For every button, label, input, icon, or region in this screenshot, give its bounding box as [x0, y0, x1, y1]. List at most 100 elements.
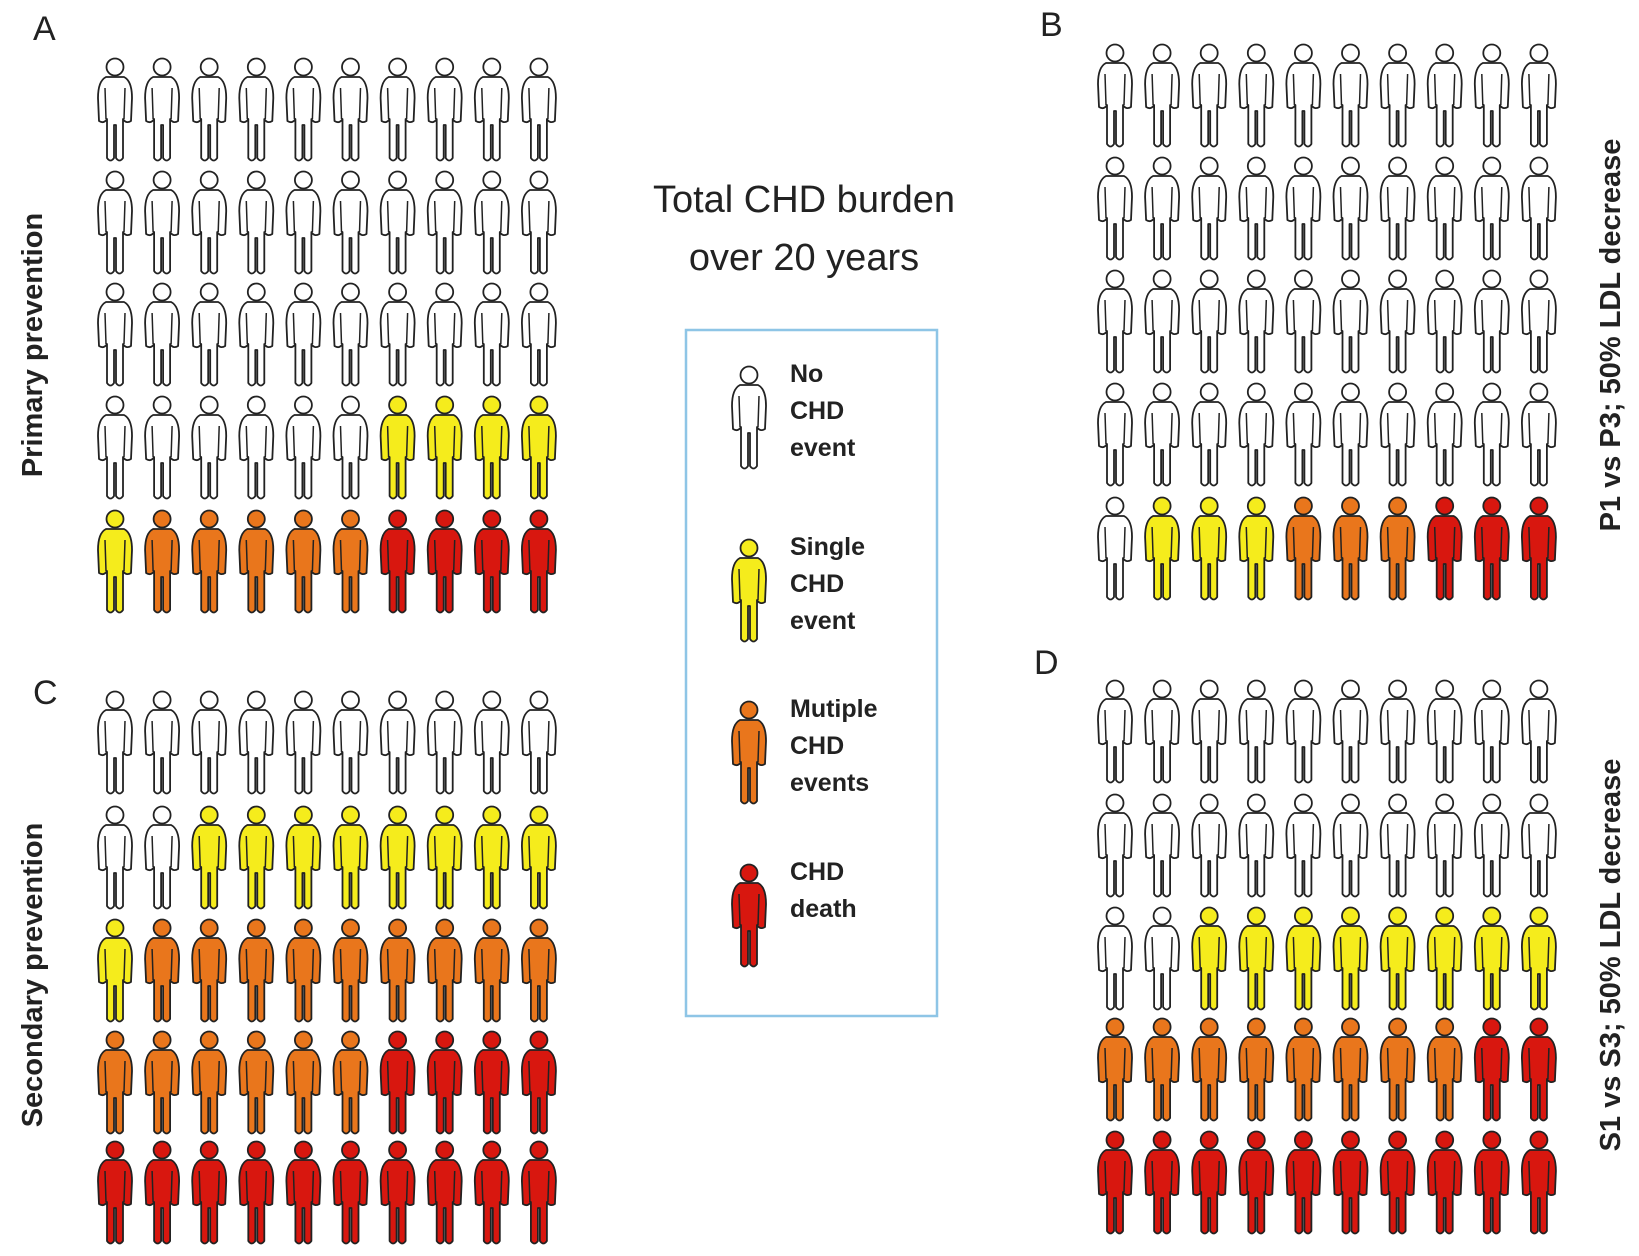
icon-head — [529, 57, 549, 77]
icon-body — [473, 1159, 510, 1245]
legend-label: CHD — [790, 570, 844, 598]
person-icon — [1144, 43, 1180, 148]
icon-body — [191, 709, 228, 795]
icon-head — [435, 805, 455, 825]
person-icon — [1332, 793, 1369, 898]
icon-arm-line — [1198, 1047, 1220, 1080]
icon-head — [1199, 43, 1219, 63]
icon-arm-line — [386, 1170, 409, 1203]
icon-body — [332, 76, 369, 162]
icon-body — [1144, 175, 1180, 261]
icon-body — [473, 937, 510, 1023]
icon-arm-line — [738, 395, 760, 428]
icon-head — [1294, 679, 1313, 699]
icon-head — [152, 1140, 172, 1160]
person-icon — [1144, 1130, 1180, 1235]
icon-head — [105, 395, 125, 415]
person-icon — [332, 1140, 369, 1245]
icon-arm-line — [1292, 936, 1315, 969]
icon-body — [379, 76, 416, 162]
icon-head — [1435, 1130, 1455, 1150]
icon-head — [1152, 269, 1172, 289]
icon-head — [1294, 1017, 1313, 1037]
icon-arm-line — [151, 720, 173, 753]
icon-body — [1379, 1036, 1416, 1122]
icon-arm-line — [151, 539, 173, 572]
icon-arm-line — [1198, 1160, 1220, 1193]
icon-body — [144, 1049, 181, 1135]
icon-body — [473, 824, 510, 910]
icon-head — [293, 918, 313, 938]
person-icon — [238, 395, 275, 500]
icon-head — [482, 57, 502, 77]
icon-body — [1379, 515, 1416, 601]
person-icon — [426, 690, 463, 795]
person-icon — [1238, 1017, 1275, 1122]
icon-body — [191, 528, 228, 614]
icon-head — [1152, 43, 1172, 63]
icon-head — [1435, 906, 1455, 926]
icon-body — [1097, 812, 1133, 898]
icon-arm-line — [481, 200, 503, 233]
person-icon — [285, 282, 322, 387]
icon-arm-line — [292, 835, 315, 868]
icon-body — [379, 1159, 416, 1245]
icon-body — [1238, 812, 1275, 898]
icon-arm-line — [386, 425, 409, 458]
icon-arm-line — [1481, 823, 1503, 856]
person-icon — [1473, 382, 1510, 487]
panel-side-label: S1 vs S3; 50% LDL decrease — [1595, 759, 1627, 1152]
icon-head — [1482, 793, 1502, 813]
icon-body — [1238, 698, 1275, 784]
icon-arm-line — [738, 568, 760, 601]
icon-arm-line — [528, 1170, 550, 1203]
person-icon — [1285, 43, 1322, 148]
person-icon — [1426, 156, 1463, 261]
icon-head — [1246, 1130, 1266, 1150]
person-icon — [191, 805, 228, 910]
icon-body — [1473, 812, 1510, 898]
person-icon — [144, 57, 181, 162]
icon-head — [1482, 679, 1502, 699]
person-icon — [332, 805, 369, 910]
icon-head — [1341, 1130, 1360, 1150]
person-icon — [1332, 269, 1369, 374]
person-icon — [521, 690, 557, 795]
icon-body — [144, 1159, 181, 1245]
icon-body — [1473, 175, 1510, 261]
icon-arm-line — [245, 312, 268, 345]
icon-body — [521, 301, 557, 387]
icon-arm-line — [1433, 1047, 1456, 1080]
legend-label: Single — [790, 533, 865, 561]
icon-body — [1379, 698, 1416, 784]
icon-head — [1435, 156, 1455, 176]
icon-arm-line — [292, 87, 315, 120]
icon-arm-line — [198, 948, 220, 981]
icon-arm-line — [245, 539, 268, 572]
icon-body — [1521, 62, 1557, 148]
icon-body — [1332, 925, 1369, 1011]
person-icon — [1379, 793, 1416, 898]
icon-head — [1246, 906, 1266, 926]
icon-head — [1388, 43, 1407, 63]
person-icon — [1473, 496, 1510, 601]
icon-head — [293, 170, 313, 190]
icon-arm-line — [433, 200, 456, 233]
icon-arm-line — [339, 312, 362, 345]
icon-arm-line — [1292, 73, 1315, 106]
person-icon — [1144, 906, 1180, 1011]
icon-arm-line — [1433, 526, 1456, 559]
icon-arm-line — [433, 87, 456, 120]
icon-head — [293, 509, 313, 529]
icon-arm-line — [1104, 73, 1126, 106]
person-icon — [1144, 382, 1180, 487]
icon-arm-line — [292, 948, 315, 981]
icon-body — [1379, 288, 1416, 374]
icon-arm-line — [1433, 1160, 1456, 1193]
icon-head — [435, 282, 455, 302]
person-icon — [379, 395, 416, 500]
person-icon — [1097, 906, 1133, 1011]
icon-head — [1199, 793, 1219, 813]
icon-body — [1191, 925, 1228, 1011]
person-icon — [1521, 679, 1557, 784]
